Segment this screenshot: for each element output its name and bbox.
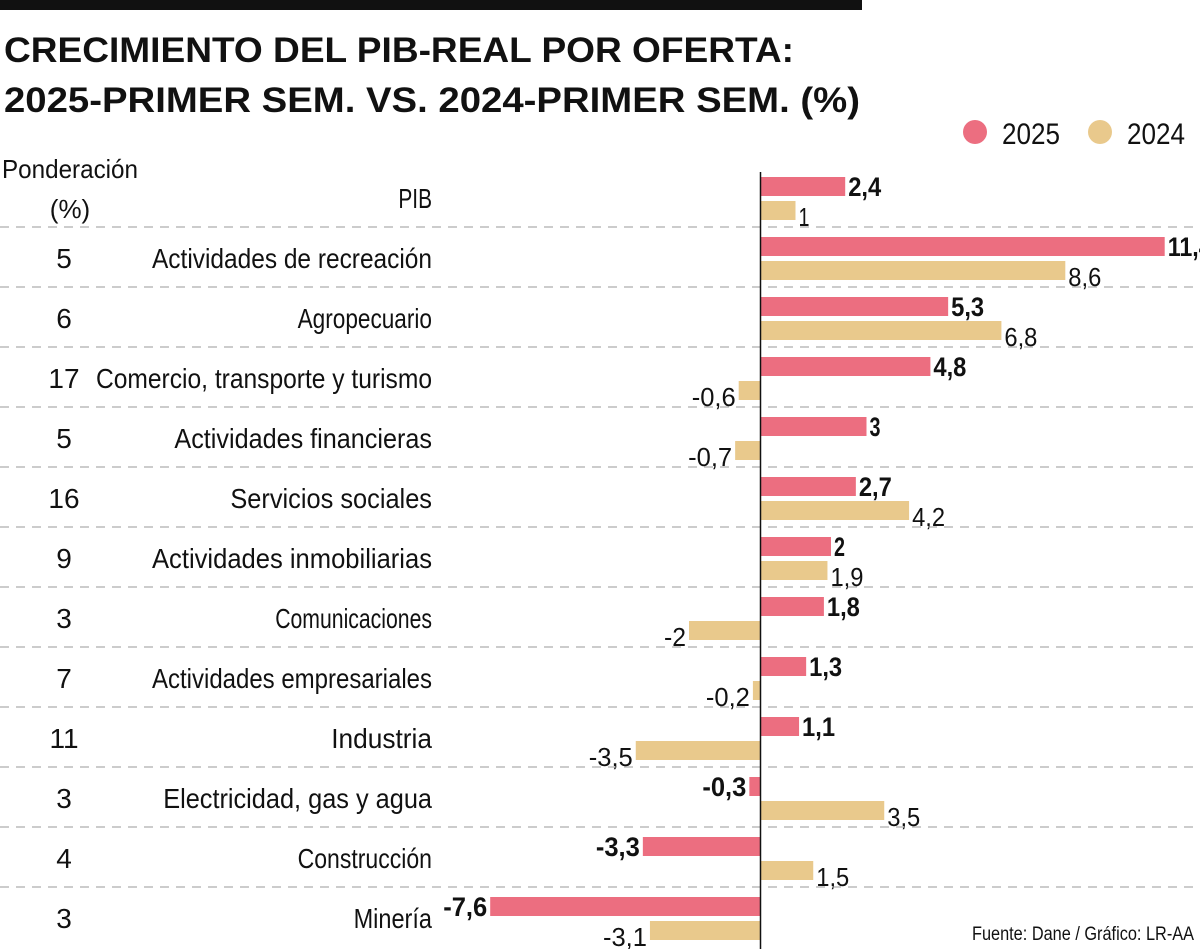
weight-value: 5 xyxy=(56,243,72,274)
data-label-2025: -7,6 xyxy=(443,892,487,922)
bar-2024 xyxy=(760,561,828,580)
category-label: Actividades empresariales xyxy=(152,663,432,694)
category-label: Minería xyxy=(354,903,433,934)
weight-header: Ponderación xyxy=(2,154,138,184)
source-note: Fuente: Dane / Gráfico: LR-AA xyxy=(972,924,1194,945)
bar-2025 xyxy=(642,837,760,856)
top-rule xyxy=(0,0,862,10)
bar-2025 xyxy=(760,417,867,436)
category-label: Construcción xyxy=(298,843,432,874)
category-label: Electricidad, gas y agua xyxy=(163,783,432,814)
legend: 2025 2024 xyxy=(963,118,1185,151)
category-label: Actividades inmobiliarias xyxy=(152,543,432,574)
weight-header-unit: (%) xyxy=(50,194,90,224)
category-label: Actividades de recreación xyxy=(152,243,432,274)
bar-2024 xyxy=(760,201,796,220)
category-label: Industria xyxy=(331,723,432,754)
bar-2025 xyxy=(760,177,846,196)
data-label-2025: 2,4 xyxy=(848,172,881,202)
category-label: Actividades financieras xyxy=(174,423,432,454)
data-label-2025: -3,3 xyxy=(596,832,640,862)
bar-2025 xyxy=(760,657,807,676)
bar-2025 xyxy=(760,597,824,616)
bar-2024 xyxy=(752,681,760,700)
data-label-2025: 11,4 xyxy=(1168,232,1200,262)
weight-value: 4 xyxy=(56,843,72,874)
category-label: Comercio, transporte y turismo xyxy=(96,363,432,394)
bar-2025 xyxy=(760,537,831,556)
category-label: Comunicaciones xyxy=(275,603,432,634)
data-label-2025: 2 xyxy=(834,532,845,562)
data-label-2024: 1 xyxy=(799,202,810,232)
data-label-2025: 1,8 xyxy=(827,592,860,622)
chart-title-line2: 2025-PRIMER SEM. VS. 2024-PRIMER SEM. (%… xyxy=(4,81,860,120)
category-label: PIB xyxy=(398,183,432,214)
data-label-2025: -0,3 xyxy=(702,772,746,802)
bar-2024 xyxy=(760,801,885,820)
bar-2024 xyxy=(760,261,1066,280)
bar-2024 xyxy=(635,741,760,760)
legend-label-2025: 2025 xyxy=(1002,118,1060,151)
bar-2025 xyxy=(760,297,949,316)
weight-value: 11 xyxy=(49,723,78,754)
data-label-2025: 1,1 xyxy=(802,712,835,742)
bar-2024 xyxy=(689,621,760,640)
data-label-2025: 4,8 xyxy=(933,352,966,382)
weight-value: 6 xyxy=(56,303,72,334)
weight-value: 3 xyxy=(56,783,72,814)
legend-marker-2025 xyxy=(963,120,987,144)
bar-2024 xyxy=(738,381,760,400)
bar-2024 xyxy=(649,921,760,940)
data-label-2024: -2 xyxy=(664,622,686,652)
bar-2025 xyxy=(760,237,1165,256)
data-label-2025: 5,3 xyxy=(951,292,984,322)
category-label: Agropecuario xyxy=(298,303,432,334)
data-label-2024: -0,6 xyxy=(692,382,736,412)
weight-value: 5 xyxy=(56,423,72,454)
category-label: Servicios sociales xyxy=(230,483,432,514)
bar-2024 xyxy=(760,861,814,880)
bar-2025 xyxy=(749,777,760,796)
chart-title-line1: CRECIMIENTO DEL PIB-REAL POR OFERTA: xyxy=(4,31,794,70)
weight-value: 3 xyxy=(56,903,72,934)
data-label-2024: -3,1 xyxy=(603,922,647,949)
data-label-2025: 2,7 xyxy=(859,472,892,502)
bar-2025 xyxy=(760,477,856,496)
weight-value: 16 xyxy=(48,483,79,514)
legend-label-2024: 2024 xyxy=(1127,118,1185,151)
data-label-2025: 3 xyxy=(870,412,881,442)
bar-2024 xyxy=(760,501,910,520)
data-label-2025: 1,3 xyxy=(809,652,842,682)
weight-value: 3 xyxy=(56,603,72,634)
bar-2025 xyxy=(760,357,931,376)
bar-2025 xyxy=(760,717,800,736)
bar-2024 xyxy=(735,441,760,460)
weight-value: 17 xyxy=(48,363,79,394)
bar-2025 xyxy=(490,897,760,916)
weight-value: 7 xyxy=(56,663,72,694)
legend-marker-2024 xyxy=(1088,120,1112,144)
bar-2024 xyxy=(760,321,1002,340)
weight-value: 9 xyxy=(56,543,72,574)
